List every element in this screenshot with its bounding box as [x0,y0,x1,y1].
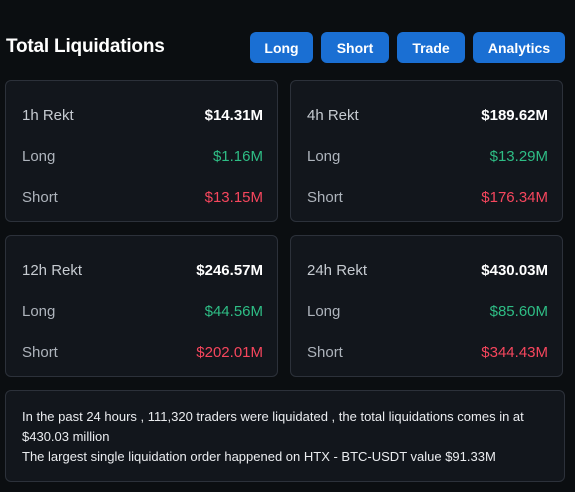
page-title: Total Liquidations [6,36,165,57]
liquidation-card-12h: 12h Rekt $246.57M Long $44.56M Short $20… [5,235,278,377]
header: Total Liquidations Long Short Trade Anal… [0,0,575,80]
long-value: $13.29M [489,147,548,165]
short-row: Short $176.34M [307,187,548,207]
short-row: Short $13.15M [22,187,263,207]
short-row: Short $344.43M [307,342,548,362]
long-label: Long [22,147,56,165]
short-value: $344.43M [481,343,548,361]
summary-largest-order-text: The largest single liquidation order hap… [22,449,496,464]
period-label: 4h Rekt [307,106,359,124]
long-row: Long $44.56M [22,301,263,321]
total-row: 4h Rekt $189.62M [307,105,548,125]
long-value: $1.16M [212,147,263,165]
liquidation-card-4h: 4h Rekt $189.62M Long $13.29M Short $176… [290,80,563,222]
summary-total-text: In the past 24 hours , 111,320 traders w… [22,409,524,444]
trade-button[interactable]: Trade [397,32,465,63]
total-value: $189.62M [481,106,548,124]
liquidation-card-1h: 1h Rekt $14.31M Long $1.16M Short $13.15… [5,80,278,222]
long-button[interactable]: Long [250,32,313,63]
analytics-button[interactable]: Analytics [473,32,565,63]
long-label: Long [22,302,56,320]
total-value: $430.03M [481,261,548,279]
short-label: Short [307,343,343,361]
long-label: Long [307,302,341,320]
short-label: Short [22,188,58,206]
period-label: 12h Rekt [22,261,83,279]
long-label: Long [307,147,341,165]
short-value: $202.01M [196,343,263,361]
period-label: 1h Rekt [22,106,74,124]
period-label: 24h Rekt [307,261,368,279]
liquidation-card-24h: 24h Rekt $430.03M Long $85.60M Short $34… [290,235,563,377]
long-value: $85.60M [489,302,548,320]
short-row: Short $202.01M [22,342,263,362]
short-value: $13.15M [204,188,263,206]
short-button[interactable]: Short [321,32,389,63]
short-value: $176.34M [481,188,548,206]
liquidation-summary: In the past 24 hours , 111,320 traders w… [5,390,565,482]
long-row: Long $85.60M [307,301,548,321]
total-row: 12h Rekt $246.57M [22,260,263,280]
total-value: $246.57M [196,261,263,279]
total-value: $14.31M [204,106,263,124]
long-row: Long $1.16M [22,146,263,166]
long-row: Long $13.29M [307,146,548,166]
short-label: Short [307,188,343,206]
short-label: Short [22,343,58,361]
total-row: 24h Rekt $430.03M [307,260,548,280]
total-row: 1h Rekt $14.31M [22,105,263,125]
long-value: $44.56M [204,302,263,320]
